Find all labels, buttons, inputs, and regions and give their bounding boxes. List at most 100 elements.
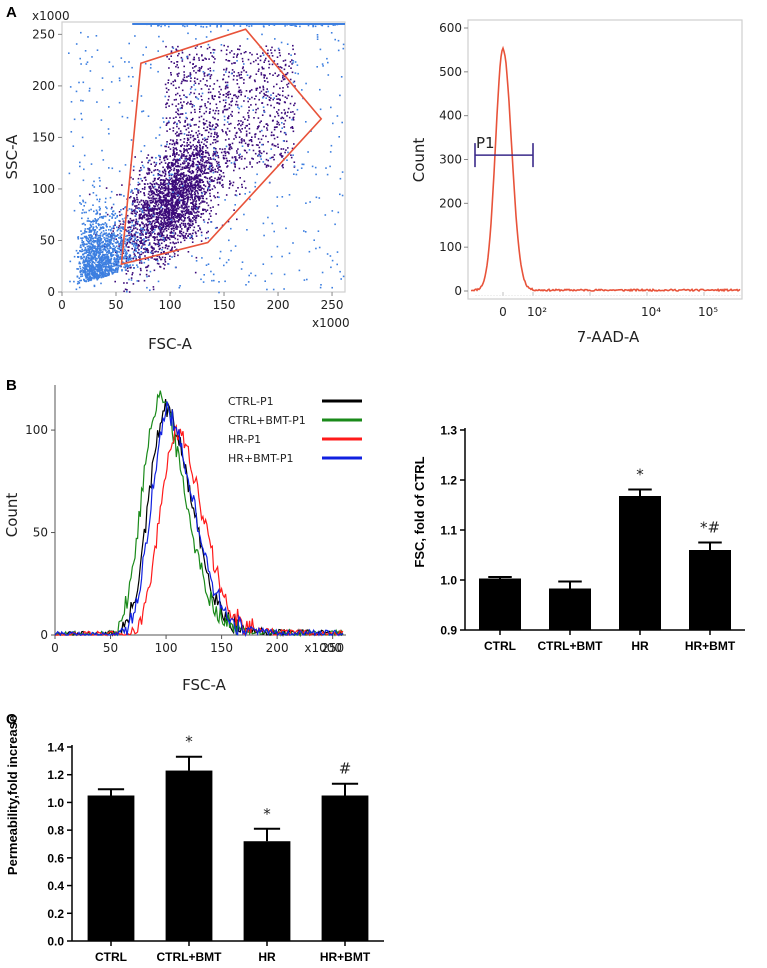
scatter-point <box>193 137 196 140</box>
scatter-point <box>274 145 277 147</box>
scatter-point <box>99 185 101 187</box>
scatter-point <box>166 166 168 168</box>
scatter-point <box>243 167 245 170</box>
scatter-point <box>163 225 165 227</box>
scatter-point <box>160 206 163 209</box>
scatter-point <box>188 205 190 208</box>
scatter-point <box>135 247 138 250</box>
scatter-point <box>173 175 175 178</box>
scatter-point <box>258 146 261 149</box>
scatter-point <box>200 141 203 144</box>
scatter-point <box>248 132 251 134</box>
scatter-point <box>267 52 269 55</box>
scatter-point <box>172 130 175 132</box>
scatter-point <box>102 241 104 244</box>
scatter-point <box>187 189 189 192</box>
scatter-point <box>185 189 188 191</box>
scatter-point <box>249 62 252 65</box>
scatter-point <box>172 47 175 49</box>
scatter-point <box>270 97 272 99</box>
scatter-point <box>179 113 182 115</box>
scatter-point <box>142 239 145 241</box>
scatter-point <box>91 255 93 257</box>
scatter-point <box>197 196 200 199</box>
scatter-point <box>178 127 180 130</box>
scatter-point <box>284 132 287 134</box>
scatter-point <box>187 134 190 136</box>
scatter-point <box>163 159 166 162</box>
scatter-point <box>276 75 279 77</box>
scatter-point <box>238 74 240 77</box>
scatter-point <box>193 146 196 148</box>
scatter-point <box>203 164 205 166</box>
scatter-point <box>147 167 149 170</box>
scatter-point <box>200 188 203 190</box>
scatter-point <box>104 262 107 265</box>
scatter-point <box>151 225 153 227</box>
scatter-point <box>89 259 91 261</box>
scatter-point <box>100 251 103 254</box>
scatter-point <box>92 192 95 194</box>
scatter-point <box>113 227 115 230</box>
scatter-point <box>290 126 292 129</box>
scatter-point <box>200 46 202 48</box>
scatter-point <box>96 251 98 253</box>
scatter-point <box>96 257 98 260</box>
scatter-point <box>230 227 232 230</box>
scatter-point <box>148 207 151 209</box>
scatter-point <box>184 222 187 225</box>
scatter-point <box>170 204 172 207</box>
scatter-point <box>90 256 93 258</box>
scatter-point <box>209 184 211 186</box>
scatter-point <box>288 252 291 255</box>
scatter-point <box>169 148 172 150</box>
scatter-point <box>247 145 249 147</box>
scatter-point <box>131 272 134 274</box>
scatter-point <box>91 240 94 243</box>
scatter-point <box>228 143 230 146</box>
scatter-point <box>216 140 218 143</box>
scatter-point <box>188 196 190 199</box>
scatter-point <box>238 127 240 130</box>
scatter-point <box>140 251 143 253</box>
scatter-point <box>188 186 191 189</box>
scatter-point <box>107 233 110 235</box>
scatter-point <box>161 218 163 220</box>
scatter-point <box>292 119 295 121</box>
scatter-point <box>276 111 278 113</box>
scatter-point <box>167 79 170 81</box>
scatter-point <box>183 150 186 153</box>
scatter-point <box>164 223 167 226</box>
scatter-point <box>146 157 148 159</box>
scatter-point <box>341 121 343 124</box>
scatter-point <box>147 169 150 171</box>
scatter-point <box>232 56 235 58</box>
scatter-point <box>89 226 91 229</box>
scatter-point <box>168 209 171 212</box>
scatter-point <box>163 168 166 171</box>
scatter-point <box>273 60 276 62</box>
scatter-point <box>136 198 139 201</box>
panel-label-b: B <box>6 377 17 394</box>
scatter-point <box>114 261 117 263</box>
scatter-point <box>175 248 178 251</box>
scatter-point <box>301 89 303 91</box>
scatter-point <box>262 95 265 98</box>
scatter-point <box>291 59 293 61</box>
scatter-point <box>160 202 162 205</box>
scatter-point <box>156 189 159 191</box>
scatter-point <box>87 238 90 240</box>
scatter-point <box>87 36 89 38</box>
scatter-point <box>245 133 248 135</box>
scatter-point <box>189 236 191 239</box>
scatter-point <box>154 222 156 225</box>
scatter-point <box>110 242 112 245</box>
scatter-point <box>173 153 176 156</box>
scatter-point <box>165 204 167 206</box>
scatter-point <box>179 149 181 152</box>
scatter-point <box>284 78 286 80</box>
scatter-point <box>91 266 94 269</box>
scatter-point <box>93 232 96 234</box>
scatter-point <box>207 188 209 191</box>
